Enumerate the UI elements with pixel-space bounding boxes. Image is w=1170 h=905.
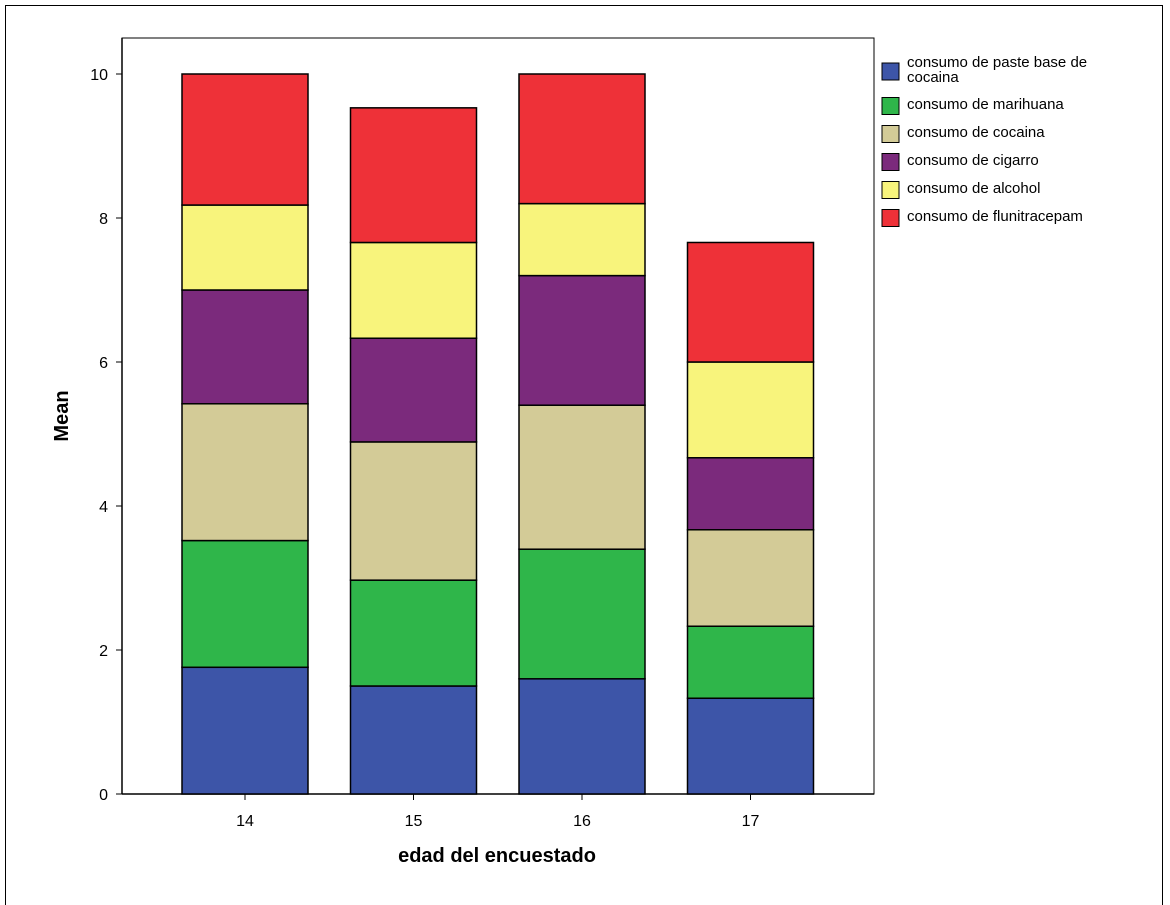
bar-segment <box>686 457 815 531</box>
bar-segment <box>686 625 815 699</box>
bar-segment <box>518 73 646 205</box>
legend-swatch <box>881 97 900 115</box>
bars <box>181 73 815 795</box>
legend-label: consumo de flunitracepam <box>907 208 1083 225</box>
bar-segment <box>518 202 646 277</box>
bar-segment <box>686 529 815 627</box>
legend-swatch <box>881 62 900 81</box>
legend-label: consumo de cocaina <box>907 124 1045 141</box>
y-tick-label: 6 <box>99 355 108 372</box>
x-axis: 14 15 16 17 <box>122 793 874 830</box>
bar-segment <box>349 107 478 244</box>
legend-label: consumo de alcohol <box>907 180 1040 197</box>
bar-segment <box>349 685 478 795</box>
x-tick-label: 15 <box>405 813 423 830</box>
bar-segment <box>181 666 309 795</box>
x-tick-label: 17 <box>742 813 760 830</box>
x-tick-label: 16 <box>573 813 591 830</box>
bar-segment <box>518 404 646 550</box>
legend-swatch <box>881 125 900 143</box>
y-tick-label: 2 <box>99 643 108 660</box>
bar-segment <box>349 579 478 687</box>
legend-label: consumo de marihuana <box>907 96 1064 113</box>
y-tick-label: 8 <box>99 211 108 228</box>
bar-segment <box>181 204 309 291</box>
y-axis: 0 2 4 6 8 10 <box>90 38 123 804</box>
y-axis-title: Mean <box>51 390 73 441</box>
bar-segment <box>686 361 815 459</box>
bar-segment <box>181 403 309 542</box>
legend-label: consumo de paste base de cocaina <box>907 54 1087 86</box>
bar-segment <box>518 678 646 795</box>
bar-segment <box>518 274 646 406</box>
y-tick-label: 0 <box>99 787 108 804</box>
y-tick-label: 4 <box>99 499 108 516</box>
legend-label: consumo de cigarro <box>907 152 1039 169</box>
x-tick-label: 14 <box>236 813 254 830</box>
bar-segment <box>686 697 815 795</box>
bar-segment <box>181 73 309 206</box>
legend-swatch <box>881 153 900 171</box>
legend: consumo de paste base de cocaina consumo d… <box>881 54 1087 227</box>
bar-segment <box>686 241 815 363</box>
legend-swatch <box>881 209 900 227</box>
y-tick-label: 10 <box>90 67 108 84</box>
bar-segment <box>349 241 478 339</box>
x-axis-title: edad del encuestado <box>398 845 596 867</box>
bar-segment <box>349 441 478 581</box>
bar-segment <box>518 548 646 680</box>
legend-swatch <box>881 181 900 199</box>
bar-segment <box>181 289 309 405</box>
bar-segment <box>181 539 309 669</box>
bar-segment <box>349 337 478 443</box>
